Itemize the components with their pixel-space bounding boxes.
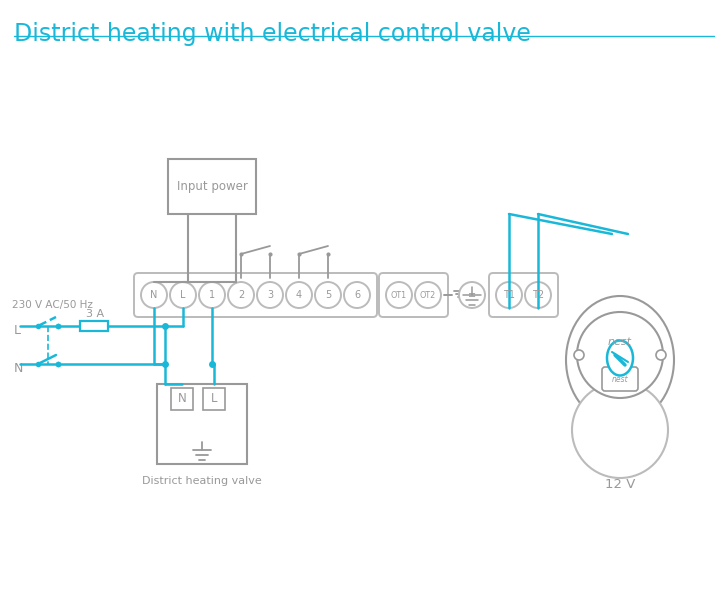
Text: Input power: Input power [177,180,248,193]
Circle shape [656,350,666,360]
FancyBboxPatch shape [157,384,247,464]
Circle shape [459,282,485,308]
Text: N: N [14,362,23,375]
Text: T1: T1 [503,290,515,300]
Text: 6: 6 [354,290,360,300]
Text: ≡: ≡ [468,290,476,300]
Text: 3: 3 [267,290,273,300]
Circle shape [344,282,370,308]
FancyBboxPatch shape [379,273,448,317]
Circle shape [286,282,312,308]
Text: N: N [178,393,186,406]
Text: District heating with electrical control valve: District heating with electrical control… [14,22,531,46]
Text: L: L [210,393,217,406]
FancyBboxPatch shape [134,273,377,317]
Text: 2: 2 [238,290,244,300]
FancyBboxPatch shape [80,321,108,331]
Text: nest: nest [608,337,632,347]
Circle shape [574,350,584,360]
Text: 4: 4 [296,290,302,300]
Text: OT2: OT2 [420,290,436,299]
Text: District heating valve: District heating valve [142,476,262,486]
Text: 1: 1 [209,290,215,300]
Circle shape [525,282,551,308]
Text: 3 A: 3 A [86,309,104,319]
FancyBboxPatch shape [168,159,256,214]
Circle shape [228,282,254,308]
Ellipse shape [566,296,674,424]
FancyBboxPatch shape [489,273,558,317]
Circle shape [496,282,522,308]
Circle shape [572,382,668,478]
Circle shape [199,282,225,308]
Text: L: L [14,324,21,337]
Ellipse shape [607,340,633,375]
Text: T2: T2 [532,290,544,300]
Text: L: L [181,290,186,300]
FancyBboxPatch shape [602,367,638,391]
Circle shape [257,282,283,308]
Text: N: N [150,290,158,300]
Circle shape [315,282,341,308]
Circle shape [386,282,412,308]
Text: nest: nest [612,375,628,384]
Text: 230 V AC/50 Hz: 230 V AC/50 Hz [12,300,93,310]
FancyBboxPatch shape [203,388,225,410]
Circle shape [577,312,663,398]
Circle shape [141,282,167,308]
Text: OT1: OT1 [391,290,407,299]
Circle shape [170,282,196,308]
Text: 5: 5 [325,290,331,300]
Text: 12 V: 12 V [605,479,636,491]
Circle shape [415,282,441,308]
FancyBboxPatch shape [171,388,193,410]
